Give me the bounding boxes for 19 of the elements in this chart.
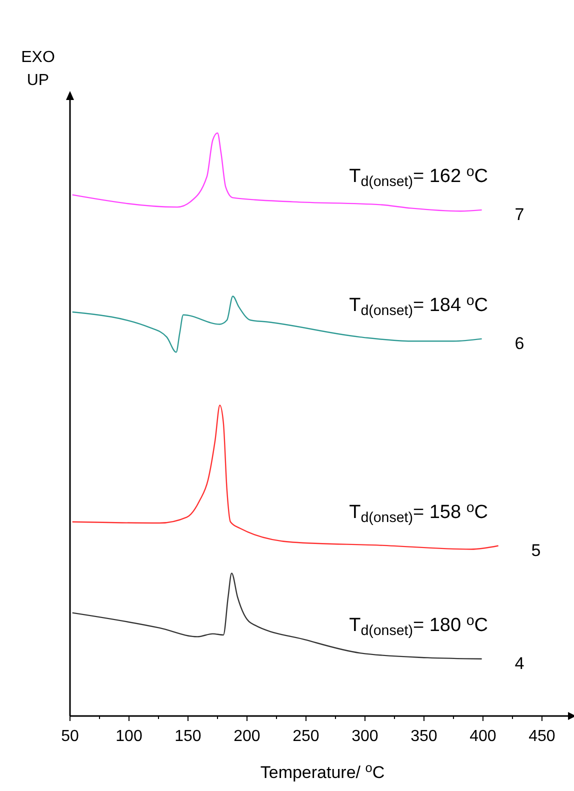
x-tick-label: 200 (234, 728, 260, 745)
x-tick-label: 250 (292, 728, 320, 745)
x-tick-label: 300 (352, 728, 378, 745)
series-label: 5 (531, 540, 541, 560)
x-axis-title: Temperature/ $^{o}$C (260, 760, 385, 782)
series-label: 4 (514, 654, 524, 673)
annotation: T$_{d(onset)}$= 180 $^{o}$C (349, 612, 488, 640)
annotation: T$_{d(onset)}$= 158 $^{o}$C (349, 499, 488, 526)
series-label: 6 (514, 334, 524, 353)
y-axis-title: EXO UP (21, 49, 55, 89)
x-tick-label: 450 (528, 728, 556, 745)
x-tick-label: 150 (174, 728, 202, 745)
x-tick-label: 400 (470, 728, 496, 745)
x-tick-label: 50 (61, 728, 79, 745)
series-label: 7 (514, 204, 524, 224)
annotation: T$_{d(onset)}$= 162 $^{o}$C (349, 164, 488, 190)
x-tick-label: 100 (116, 728, 142, 745)
x-tick-label: 350 (410, 728, 438, 745)
annotation: T$_{d(onset)}$= 184 $^{o}$C (349, 292, 488, 319)
